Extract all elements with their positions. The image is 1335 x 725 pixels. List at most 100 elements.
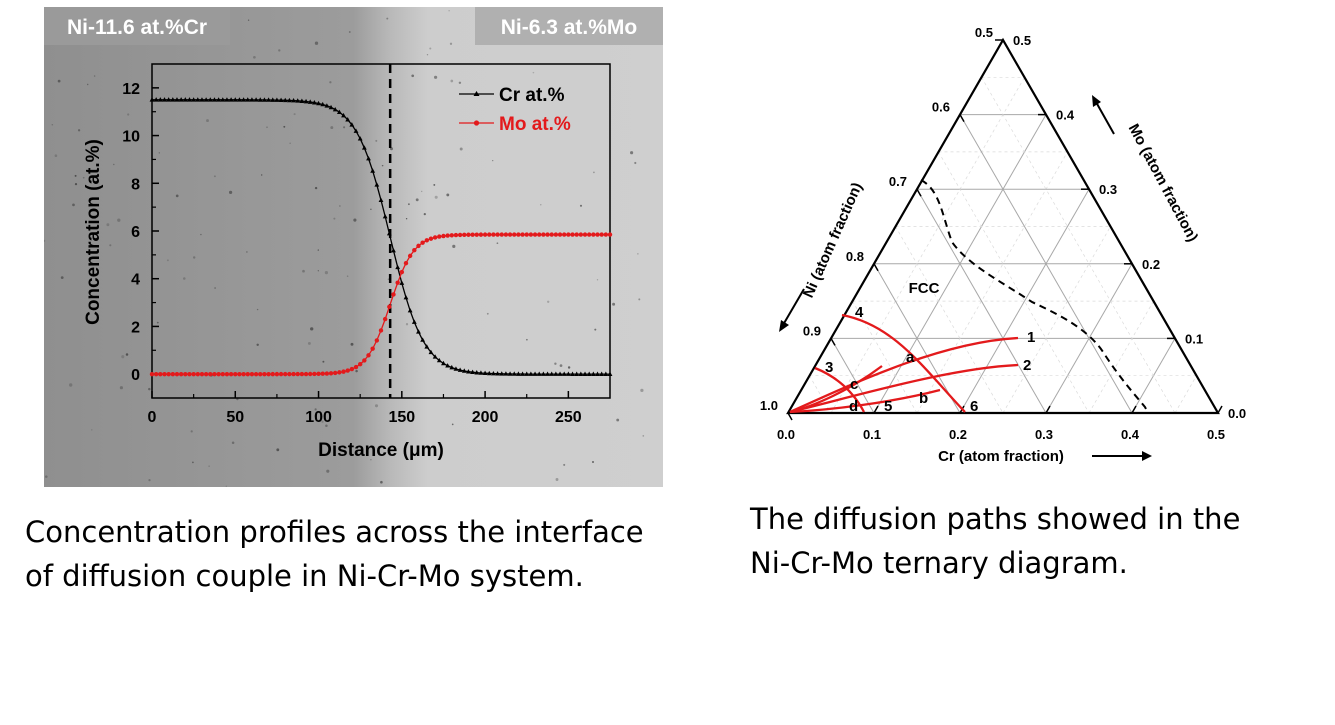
grid-line [873, 263, 961, 414]
speck [355, 369, 358, 373]
speck [93, 75, 96, 77]
data-point [332, 106, 338, 112]
data-point [557, 232, 563, 237]
data-point [470, 232, 475, 237]
speck [642, 435, 645, 437]
data-point [303, 98, 309, 104]
data-point [316, 100, 321, 106]
data-point [545, 371, 550, 376]
data-point [178, 371, 184, 377]
legend-marker-cr [473, 91, 480, 96]
data-point [570, 371, 575, 376]
x-axis-title: Distance (μm) [318, 440, 444, 461]
speck [405, 323, 409, 326]
data-point [428, 236, 434, 241]
diffusion-path-1 [789, 336, 1019, 414]
speck [448, 10, 450, 12]
data-point [336, 109, 342, 114]
speck [156, 321, 159, 324]
phase-label-fcc: FCC [909, 280, 940, 297]
diffusion-path-6 [789, 388, 941, 414]
data-point [586, 232, 592, 237]
data-point [312, 371, 317, 377]
speck [616, 418, 620, 422]
diffusion-path-5 [789, 365, 883, 414]
speck [594, 328, 597, 331]
speck [192, 461, 194, 464]
speck [72, 203, 75, 207]
data-point [595, 232, 600, 237]
speck [451, 423, 454, 426]
data-point [170, 97, 176, 102]
data-point [432, 235, 438, 240]
right-alloy-label: Ni-6.3 at.%Mo [501, 16, 638, 39]
left-axis-title: Ni (atom fraction) [800, 180, 866, 300]
speck [135, 86, 137, 89]
data-point [374, 338, 380, 343]
data-point [324, 371, 330, 376]
data-point [366, 353, 371, 358]
data-point [520, 371, 525, 376]
grid-line [809, 375, 832, 414]
data-point [595, 371, 600, 376]
data-point [453, 232, 459, 238]
series-1 [149, 232, 613, 377]
speck [127, 113, 130, 116]
data-point [457, 367, 463, 372]
data-point [295, 371, 300, 377]
data-point [162, 97, 167, 102]
y-axis-title: Concentration (at.%) [83, 139, 104, 325]
data-point [357, 362, 363, 367]
data-point [320, 101, 326, 107]
data-point [195, 97, 201, 102]
data-point [603, 371, 609, 376]
speck [386, 17, 389, 20]
data-point [237, 371, 242, 377]
path-label-c: c [850, 376, 858, 393]
data-point [507, 232, 513, 237]
ternary-tick-label: 0.4 [1121, 427, 1140, 442]
data-point [457, 232, 463, 238]
data-point [237, 97, 242, 102]
data-point [224, 371, 230, 377]
data-point [349, 122, 355, 127]
speck [452, 244, 456, 248]
speck [69, 383, 73, 387]
data-point [599, 232, 604, 237]
ternary-tick [1131, 405, 1137, 414]
data-point [412, 247, 417, 253]
ternary-tick-label: 0.1 [1185, 331, 1203, 346]
data-point [561, 371, 567, 376]
left-caption-line-2: of diffusion couple in Ni-Cr-Mo system. [25, 559, 584, 593]
data-point [453, 366, 459, 371]
data-point [270, 97, 276, 102]
data-point [416, 329, 421, 334]
data-point [437, 234, 442, 239]
speck [496, 242, 499, 245]
ternary-tick [1045, 405, 1051, 414]
data-point [590, 371, 596, 376]
ternary-diagram: 0.0 0.1 0.2 0.3 0.4 0.50.00.10.20.30.40.51.00… [760, 25, 1246, 465]
data-point [337, 370, 342, 375]
data-point [241, 371, 246, 377]
data-point [603, 232, 609, 237]
speck [253, 55, 256, 59]
x-tick-label: 200 [472, 409, 499, 426]
data-point [503, 371, 509, 376]
speck [74, 174, 77, 177]
bottom-axis-title: Cr (atom fraction) [938, 448, 1064, 465]
data-point [258, 371, 263, 377]
legend: Cr at.% Mo at.% [459, 85, 571, 135]
data-point [166, 371, 171, 377]
grid-line [916, 188, 1047, 414]
data-point [445, 233, 450, 238]
speck [256, 308, 259, 311]
left-label-box [44, 7, 230, 45]
speck [225, 485, 227, 487]
grid-line [981, 77, 1176, 414]
data-point [540, 371, 546, 376]
data-point [262, 97, 267, 102]
data-point [353, 364, 359, 370]
speck [317, 270, 319, 272]
ternary-tick-label: 0.3 [1099, 182, 1117, 197]
